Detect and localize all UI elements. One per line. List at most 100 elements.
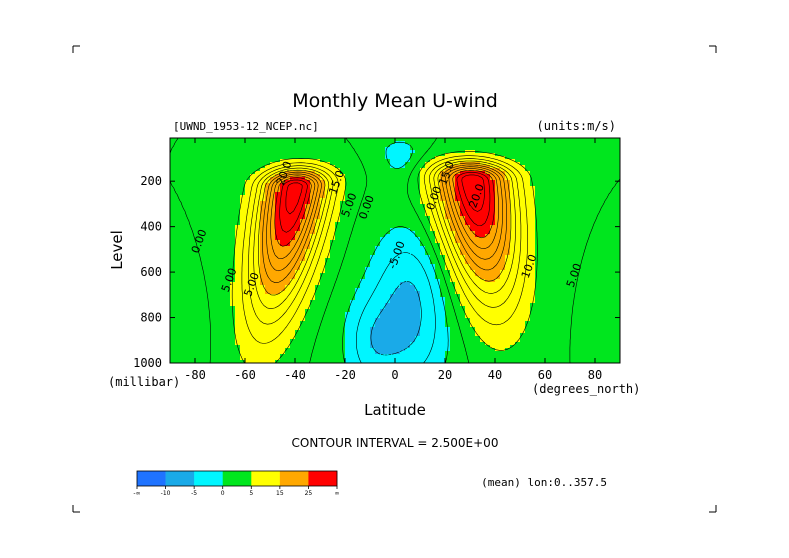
field-cell: [360, 246, 366, 250]
field-cell: [180, 183, 186, 187]
field-cell: [300, 225, 306, 229]
field-cell: [430, 156, 436, 160]
field-cell: [375, 243, 381, 247]
field-cell: [175, 243, 181, 247]
field-cell: [205, 174, 211, 178]
field-cell: [535, 276, 541, 280]
field-cell: [220, 183, 226, 187]
field-cell: [325, 273, 331, 277]
field-cell: [280, 195, 286, 199]
field-cell: [250, 249, 256, 253]
field-cell: [525, 180, 531, 184]
field-cell: [365, 201, 371, 205]
field-cell: [290, 204, 296, 208]
field-cell: [420, 300, 426, 304]
field-cell: [185, 300, 191, 304]
field-cell: [220, 228, 226, 232]
field-cell: [600, 228, 606, 232]
field-cell: [545, 282, 551, 286]
field-cell: [400, 207, 406, 211]
field-cell: [455, 249, 461, 253]
field-cell: [485, 141, 491, 145]
field-cell: [300, 273, 306, 277]
field-cell: [175, 216, 181, 220]
field-cell: [365, 138, 371, 142]
field-cell: [405, 207, 411, 211]
field-cell: [225, 141, 231, 145]
field-cell: [475, 207, 481, 211]
field-cell: [465, 231, 471, 235]
field-cell: [490, 207, 496, 211]
field-cell: [355, 192, 361, 196]
field-cell: [335, 222, 341, 226]
field-cell: [470, 213, 476, 217]
field-cell: [325, 213, 331, 217]
field-cell: [205, 195, 211, 199]
field-cell: [310, 234, 316, 238]
field-cell: [170, 222, 176, 226]
field-cell: [450, 279, 456, 283]
field-cell: [260, 222, 266, 226]
field-cell: [395, 216, 401, 220]
field-cell: [565, 177, 571, 181]
field-cell: [175, 231, 181, 235]
field-cell: [265, 264, 271, 268]
field-cell: [395, 219, 401, 223]
field-cell: [590, 297, 596, 301]
field-cell: [475, 300, 481, 304]
field-cell: [315, 198, 321, 202]
field-cell: [610, 225, 616, 229]
field-cell: [190, 234, 196, 238]
field-cell: [600, 279, 606, 283]
field-cell: [380, 231, 386, 235]
field-cell: [590, 210, 596, 214]
field-cell: [205, 153, 211, 157]
field-cell: [315, 180, 321, 184]
field-cell: [215, 261, 221, 265]
field-cell: [295, 225, 301, 229]
field-cell: [470, 201, 476, 205]
field-cell: [560, 159, 566, 163]
field-cell: [255, 219, 261, 223]
field-cell: [350, 141, 356, 145]
field-cell: [265, 159, 271, 163]
field-cell: [260, 192, 266, 196]
field-cell: [370, 252, 376, 256]
field-cell: [550, 144, 556, 148]
field-cell: [190, 201, 196, 205]
field-cell: [475, 291, 481, 295]
field-cell: [210, 144, 216, 148]
field-cell: [550, 237, 556, 241]
field-cell: [200, 228, 206, 232]
field-cell: [335, 267, 341, 271]
field-cell: [360, 156, 366, 160]
field-cell: [475, 258, 481, 262]
field-cell: [290, 261, 296, 265]
field-cell: [285, 258, 291, 262]
field-cell: [405, 222, 411, 226]
field-cell: [320, 186, 326, 190]
field-cell: [260, 153, 266, 157]
field-cell: [375, 156, 381, 160]
field-cell: [470, 156, 476, 160]
field-cell: [580, 252, 586, 256]
field-cell: [420, 174, 426, 178]
field-cell: [385, 249, 391, 253]
field-cell: [455, 156, 461, 160]
field-cell: [450, 192, 456, 196]
field-cell: [425, 198, 431, 202]
field-cell: [255, 240, 261, 244]
field-cell: [580, 177, 586, 181]
field-cell: [470, 270, 476, 274]
field-cell: [460, 222, 466, 226]
field-cell: [270, 171, 276, 175]
field-cell: [205, 291, 211, 295]
field-cell: [240, 288, 246, 292]
field-cell: [395, 195, 401, 199]
field-cell: [235, 261, 241, 265]
field-cell: [395, 279, 401, 283]
field-cell: [390, 177, 396, 181]
field-cell: [515, 150, 521, 154]
field-cell: [280, 294, 286, 298]
field-cell: [390, 147, 396, 151]
